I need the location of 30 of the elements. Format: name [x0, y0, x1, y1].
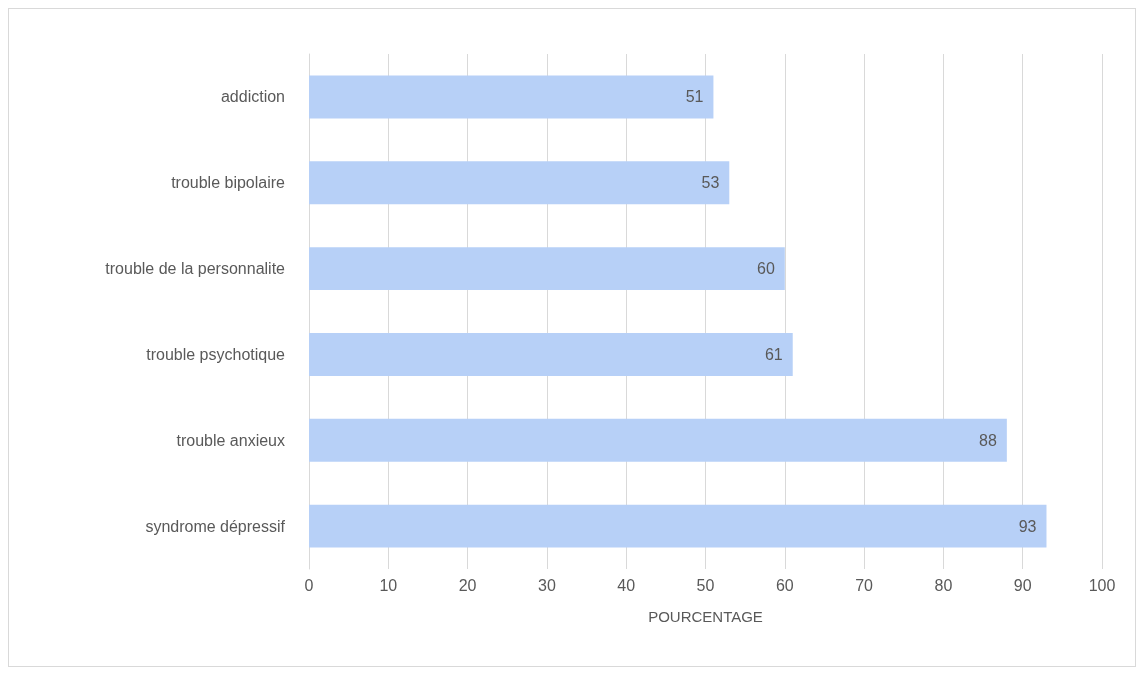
x-tick-label: 0: [304, 576, 314, 594]
y-tick-label: trouble anxieux: [176, 431, 285, 449]
x-tick-label: 20: [458, 576, 477, 594]
data-label: 53: [701, 174, 720, 192]
bar: [309, 332, 793, 376]
x-tick-label: 50: [696, 576, 715, 594]
data-label: 93: [1018, 517, 1037, 535]
y-tick-label: addiction: [220, 88, 285, 106]
bar: [309, 75, 714, 119]
data-label: 60: [757, 260, 775, 278]
y-tick-label: trouble psychotique: [146, 345, 286, 363]
bar: [309, 247, 785, 291]
x-tick-label: 70: [855, 576, 874, 594]
x-tick-label: 30: [538, 576, 556, 594]
x-tick-label: 100: [1088, 576, 1116, 594]
y-tick-label: trouble de la personnalite: [105, 260, 286, 278]
x-tick-label: 10: [379, 576, 398, 594]
x-tick-label: 60: [775, 576, 794, 594]
x-tick-label: 90: [1013, 576, 1032, 594]
bar: [309, 418, 1007, 462]
data-label: 61: [764, 345, 783, 363]
bar: [309, 504, 1047, 548]
bar: [309, 161, 730, 205]
x-tick-label: 40: [617, 576, 636, 594]
data-label: 51: [685, 88, 704, 106]
data-label: 88: [979, 431, 997, 449]
y-tick-label: syndrome dépressif: [145, 517, 286, 535]
x-axis-title: POURCENTAGE: [648, 608, 763, 625]
x-tick-label: 80: [934, 576, 953, 594]
y-tick-label: trouble bipolaire: [171, 174, 286, 192]
